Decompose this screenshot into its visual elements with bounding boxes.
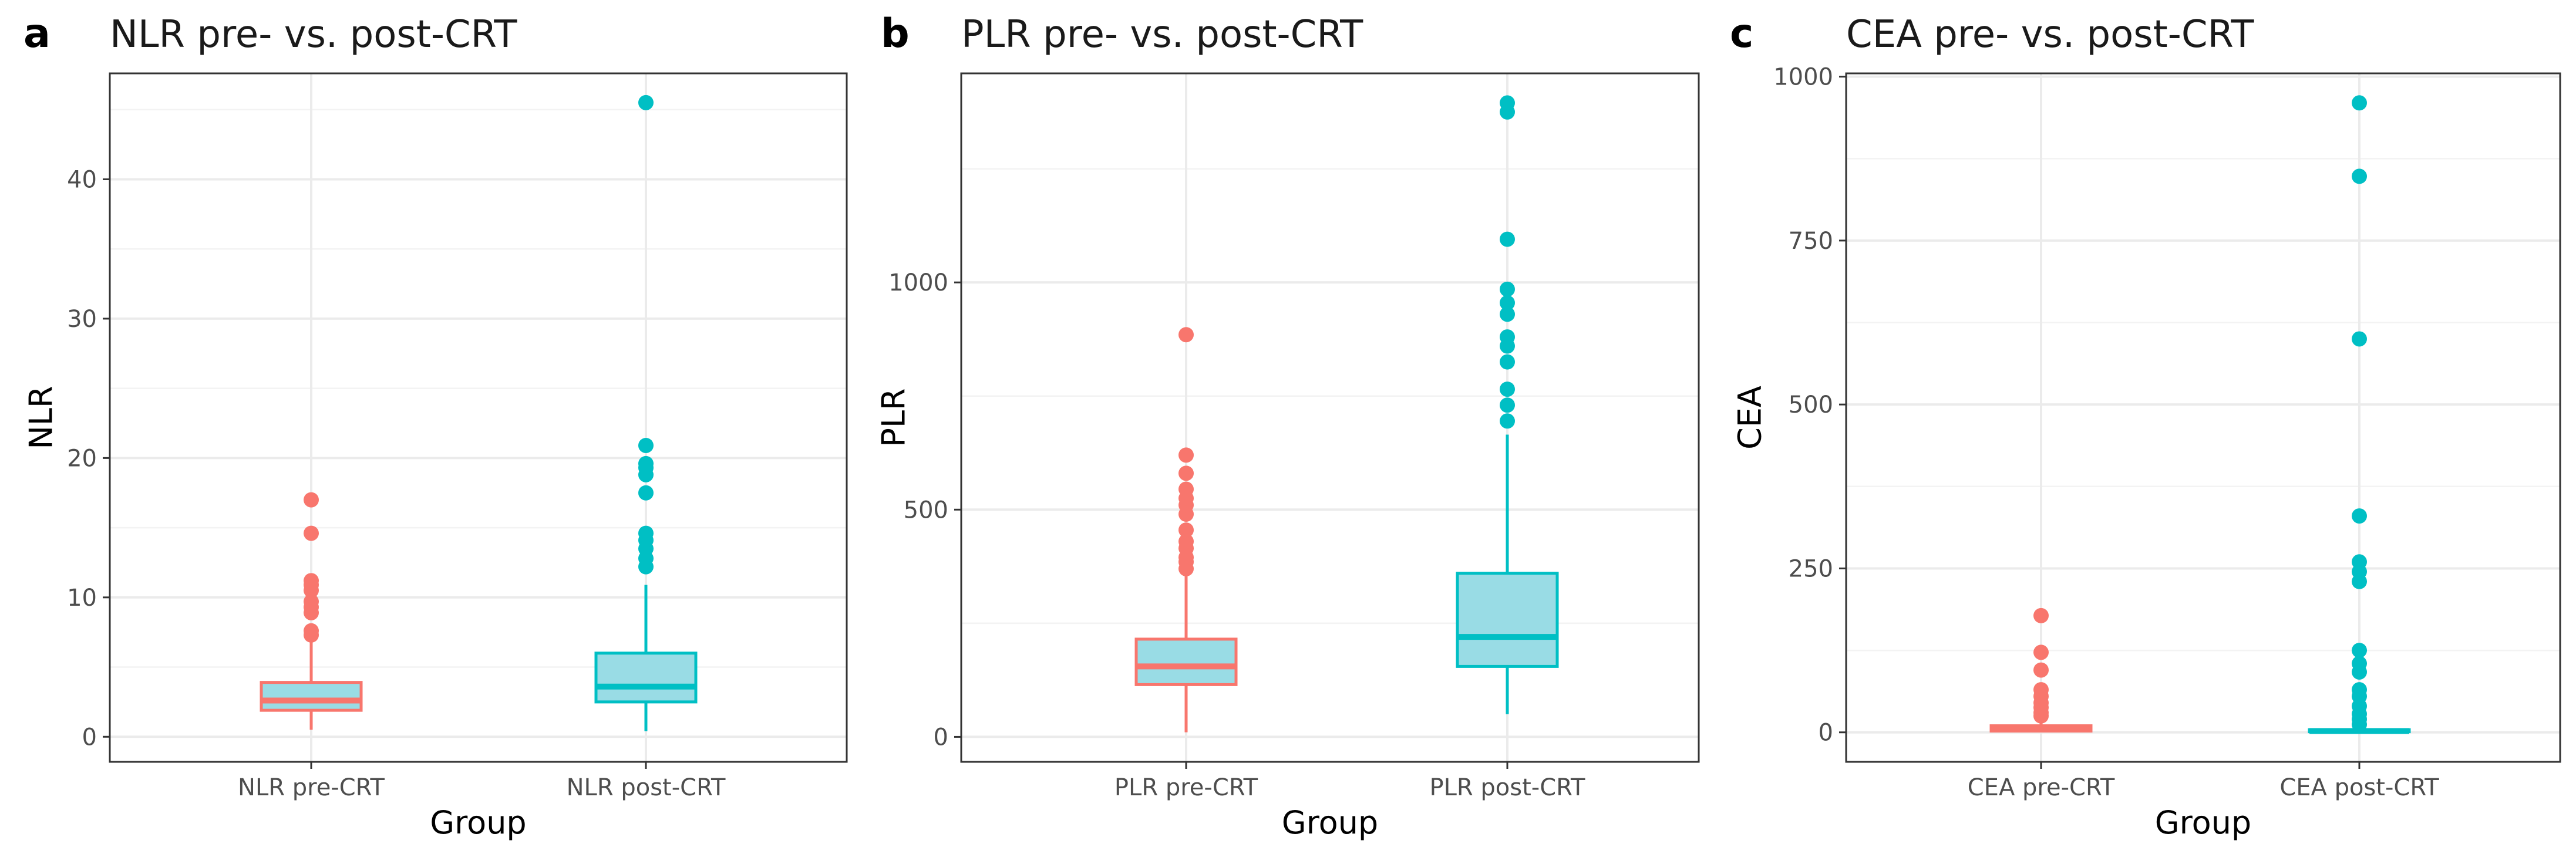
y-tick-label: 0 — [1819, 720, 1833, 747]
x-tick-label: CEA pre-CRT — [1968, 774, 2115, 801]
x-axis-title: Group — [430, 804, 526, 841]
outlier-point — [1500, 231, 1515, 247]
x-tick-label: PLR pre-CRT — [1114, 774, 1258, 801]
outlier-point — [304, 492, 319, 508]
y-tick-label: 750 — [1789, 228, 1833, 255]
outlier-point — [638, 437, 654, 453]
outlier-point — [2352, 331, 2367, 347]
box-cea-post-crt — [2308, 95, 2411, 734]
outlier-point — [2033, 607, 2049, 623]
outlier-point — [1500, 295, 1515, 310]
outlier-point — [1500, 354, 1515, 370]
outlier-point — [638, 485, 654, 501]
y-tick-label: 1000 — [1773, 64, 1833, 91]
outlier-point — [304, 623, 319, 639]
outlier-point — [638, 525, 654, 541]
box-nlr-post-crt — [594, 94, 698, 731]
outlier-point — [2352, 643, 2367, 659]
iqr-box — [594, 652, 698, 704]
y-tick-label: 0 — [82, 724, 97, 751]
outlier-point — [1178, 465, 1194, 481]
outlier-point — [638, 94, 654, 110]
outlier-point — [1500, 413, 1515, 429]
x-axis-title: Group — [1282, 804, 1378, 841]
outlier-point — [638, 455, 654, 471]
x-tick-label: NLR post-CRT — [567, 774, 726, 801]
panel-a: 0 10 20 30 40 NLR pre-CRT NLR post-CRT Group NLR… — [23, 11, 848, 841]
plot-frame — [1845, 72, 2561, 763]
outlier-point — [2352, 682, 2367, 698]
box-nlr-pre-crt — [260, 492, 363, 730]
outlier-point — [1500, 397, 1515, 413]
y-axis-title: CEA — [1732, 386, 1769, 450]
outlier-point — [1178, 447, 1194, 463]
x-tick-label: PLR post-CRT — [1430, 774, 1586, 801]
outlier-point — [1500, 382, 1515, 397]
y-tick-label: 20 — [67, 445, 97, 472]
x-axis-title: Group — [2155, 804, 2251, 841]
y-tick-label: 500 — [1789, 391, 1833, 418]
outlier-point — [1500, 95, 1515, 111]
panel-title: PLR pre- vs. post-CRT — [961, 13, 1363, 56]
iqr-box — [1134, 637, 1238, 686]
y-tick-label: 500 — [904, 497, 948, 524]
outlier-point — [1500, 306, 1515, 322]
box-plr-pre-crt — [1134, 327, 1238, 733]
outlier-point — [304, 525, 319, 541]
outlier-point — [2352, 95, 2367, 111]
outlier-point — [2352, 554, 2367, 570]
outlier-point — [2352, 656, 2367, 671]
x-tick-label: NLR pre-CRT — [238, 774, 385, 801]
iqr-box — [260, 681, 363, 712]
y-axis-title: PLR — [875, 388, 912, 447]
panel-letter: a — [23, 11, 50, 57]
outlier-point — [2033, 682, 2049, 698]
panel-title: NLR pre- vs. post-CRT — [110, 13, 517, 56]
plot-frame — [109, 72, 848, 763]
outlier-point — [304, 593, 319, 609]
y-tick-label: 40 — [67, 166, 97, 193]
panel-letter: b — [881, 11, 910, 57]
panel-c: 0 250 500 750 1000 CEA pre-CRT CEA post-CRT Gro… — [1730, 11, 2561, 841]
outlier-point — [2352, 508, 2367, 524]
y-tick-label: 250 — [1789, 555, 1833, 582]
outlier-point — [1178, 522, 1194, 538]
plot-frame — [960, 72, 1700, 763]
outlier-point — [1178, 327, 1194, 343]
y-axis-title: NLR — [23, 386, 60, 450]
y-tick-label: 0 — [934, 724, 948, 751]
y-tick-label: 10 — [67, 585, 97, 612]
y-tick-label: 1000 — [888, 269, 948, 296]
outlier-point — [2033, 662, 2049, 678]
outlier-point — [1178, 481, 1194, 497]
panel-title: CEA pre- vs. post-CRT — [1846, 13, 2254, 56]
outlier-point — [2033, 644, 2049, 660]
panel-b: 0 500 1000 PLR pre-CRT PLR post-CRT Group PLR b… — [875, 11, 1700, 841]
outlier-point — [1500, 281, 1515, 297]
x-tick-label: CEA post-CRT — [2279, 774, 2439, 801]
outlier-point — [1500, 329, 1515, 345]
box-plr-post-crt — [1456, 95, 1559, 714]
box-cea-pre-crt — [1989, 607, 2093, 733]
outlier-point — [1178, 534, 1194, 549]
y-tick-label: 30 — [67, 306, 97, 333]
panel-letter: c — [1730, 11, 1753, 57]
iqr-box — [1456, 572, 1559, 668]
outlier-point — [2352, 168, 2367, 184]
outlier-point — [304, 573, 319, 589]
